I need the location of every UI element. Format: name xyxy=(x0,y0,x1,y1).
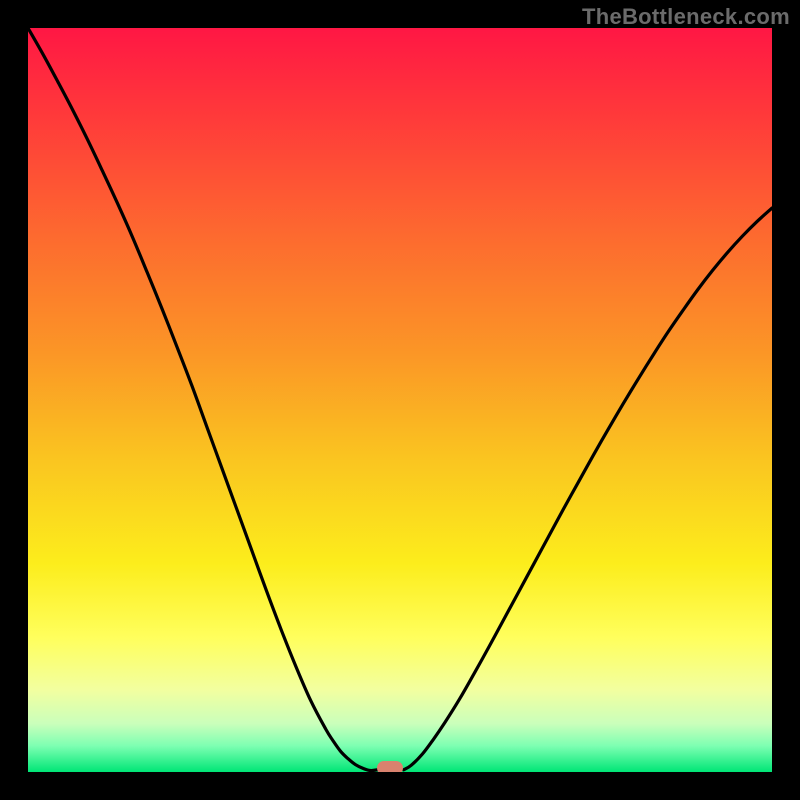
bottleneck-curve xyxy=(28,28,772,772)
curve-left-branch xyxy=(28,28,378,771)
plot-area xyxy=(28,28,772,772)
valley-marker xyxy=(377,761,403,772)
curve-right-branch xyxy=(404,208,772,770)
watermark-text: TheBottleneck.com xyxy=(582,4,790,30)
